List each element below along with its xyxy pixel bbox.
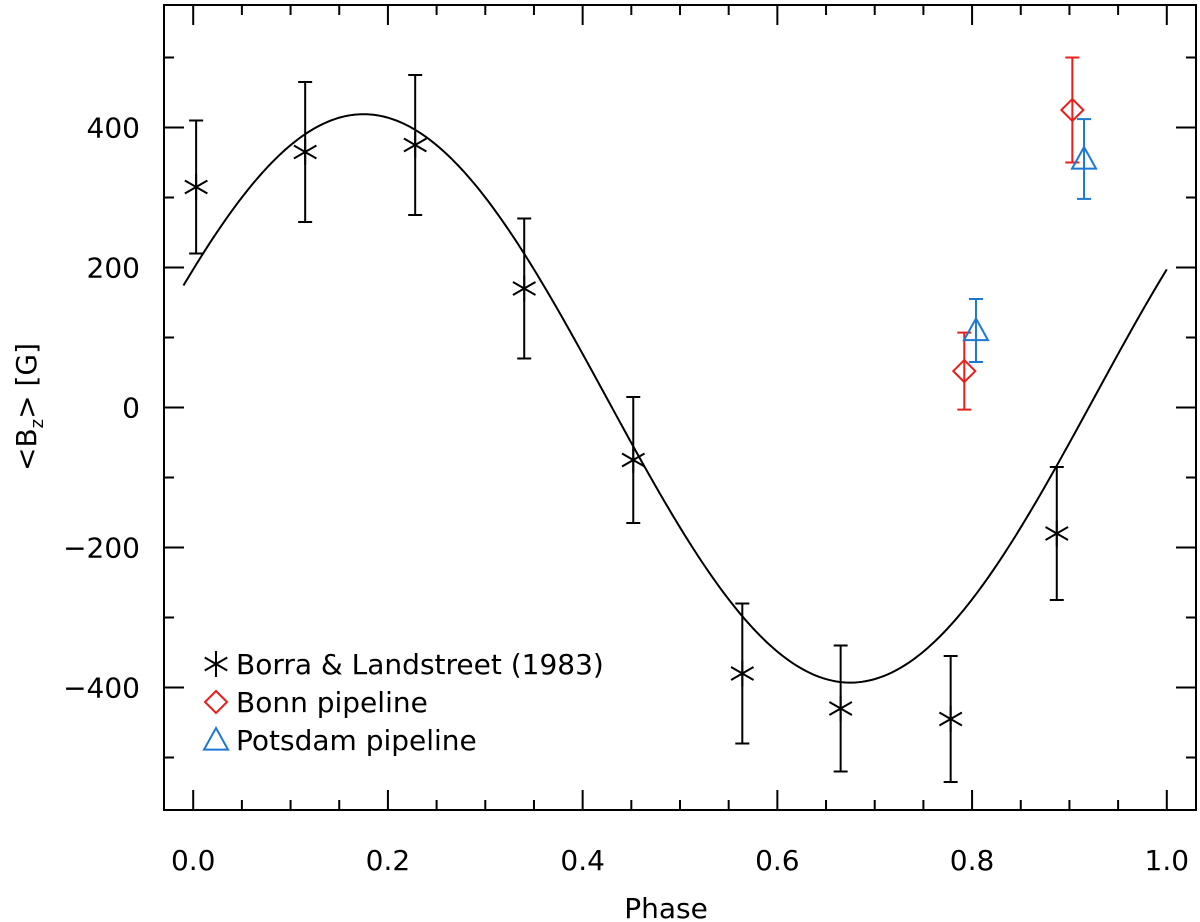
legend-label: Potsdam pipeline	[236, 724, 477, 757]
y-axis-label: <Bz> [G]	[10, 343, 48, 471]
diamond-marker	[1059, 97, 1085, 123]
y-tick-label: 400	[87, 112, 140, 145]
asterisk-marker	[403, 132, 427, 158]
legend: Borra & Landstreet (1983) Bonn pipeline Po…	[202, 648, 604, 757]
asterisk-marker	[1045, 520, 1069, 547]
legend-label: Borra & Landstreet (1983)	[236, 648, 604, 681]
data-point	[1070, 118, 1098, 200]
diamond-marker	[203, 689, 229, 715]
y-tick-label: −200	[63, 532, 140, 565]
asterisk-marker	[938, 706, 963, 732]
data-point	[1045, 466, 1069, 601]
asterisk-marker	[293, 139, 317, 165]
triangle-marker	[1070, 144, 1098, 170]
x-tick-label: 0.8	[950, 844, 995, 877]
asterisk-marker	[828, 695, 853, 722]
data-point	[938, 655, 963, 783]
y-tick-label: 0	[122, 392, 140, 425]
data-point	[730, 602, 755, 745]
data-points-layer	[184, 56, 1098, 783]
tick-labels: 0.0 0.2 0.4 0.6 0.8 1.0 −400 −200 0 200 400	[63, 112, 1189, 878]
data-point	[962, 298, 990, 363]
data-point	[621, 396, 646, 524]
data-point	[1059, 56, 1085, 164]
asterisk-marker	[730, 660, 755, 687]
x-tick-label: 0.6	[755, 844, 800, 877]
x-tick-label: 1.0	[1145, 844, 1190, 877]
series-diamond	[951, 56, 1085, 411]
asterisk-marker	[512, 275, 536, 302]
data-point	[512, 217, 536, 360]
plot-frame	[163, 4, 1197, 811]
y-tick-label: 200	[87, 252, 140, 285]
data-point	[828, 644, 853, 773]
x-tick-label: 0.0	[171, 844, 216, 877]
series-triangle	[962, 118, 1098, 363]
x-axis-label: Phase	[624, 892, 708, 922]
model-curve-layer	[182, 113, 1168, 684]
y-axis-label-main: <B	[10, 428, 43, 471]
data-point	[951, 331, 977, 411]
diamond-marker	[951, 358, 977, 384]
legend-entry: Borra & Landstreet (1983)	[204, 648, 604, 681]
y-axis-label-tail: > [G]	[10, 343, 43, 419]
y-axis-label-subscript: z	[27, 419, 48, 428]
data-point	[293, 81, 317, 223]
asterisk-marker	[204, 651, 228, 677]
legend-label: Bonn pipeline	[236, 686, 428, 719]
asterisk-marker	[184, 174, 208, 200]
legend-entry: Bonn pipeline	[203, 686, 428, 719]
triangle-marker	[962, 316, 990, 342]
data-point	[184, 119, 208, 255]
model-sine-curve	[182, 113, 1168, 684]
asterisk-marker	[621, 447, 646, 473]
data-point	[403, 74, 427, 216]
triangle-marker	[202, 725, 230, 751]
x-tick-label: 0.4	[560, 844, 605, 877]
y-tick-label: −400	[63, 672, 140, 705]
axis-ticks	[164, 5, 1196, 810]
x-tick-label: 0.2	[366, 844, 411, 877]
legend-entry: Potsdam pipeline	[202, 724, 477, 757]
series-asterisk	[184, 74, 1069, 783]
